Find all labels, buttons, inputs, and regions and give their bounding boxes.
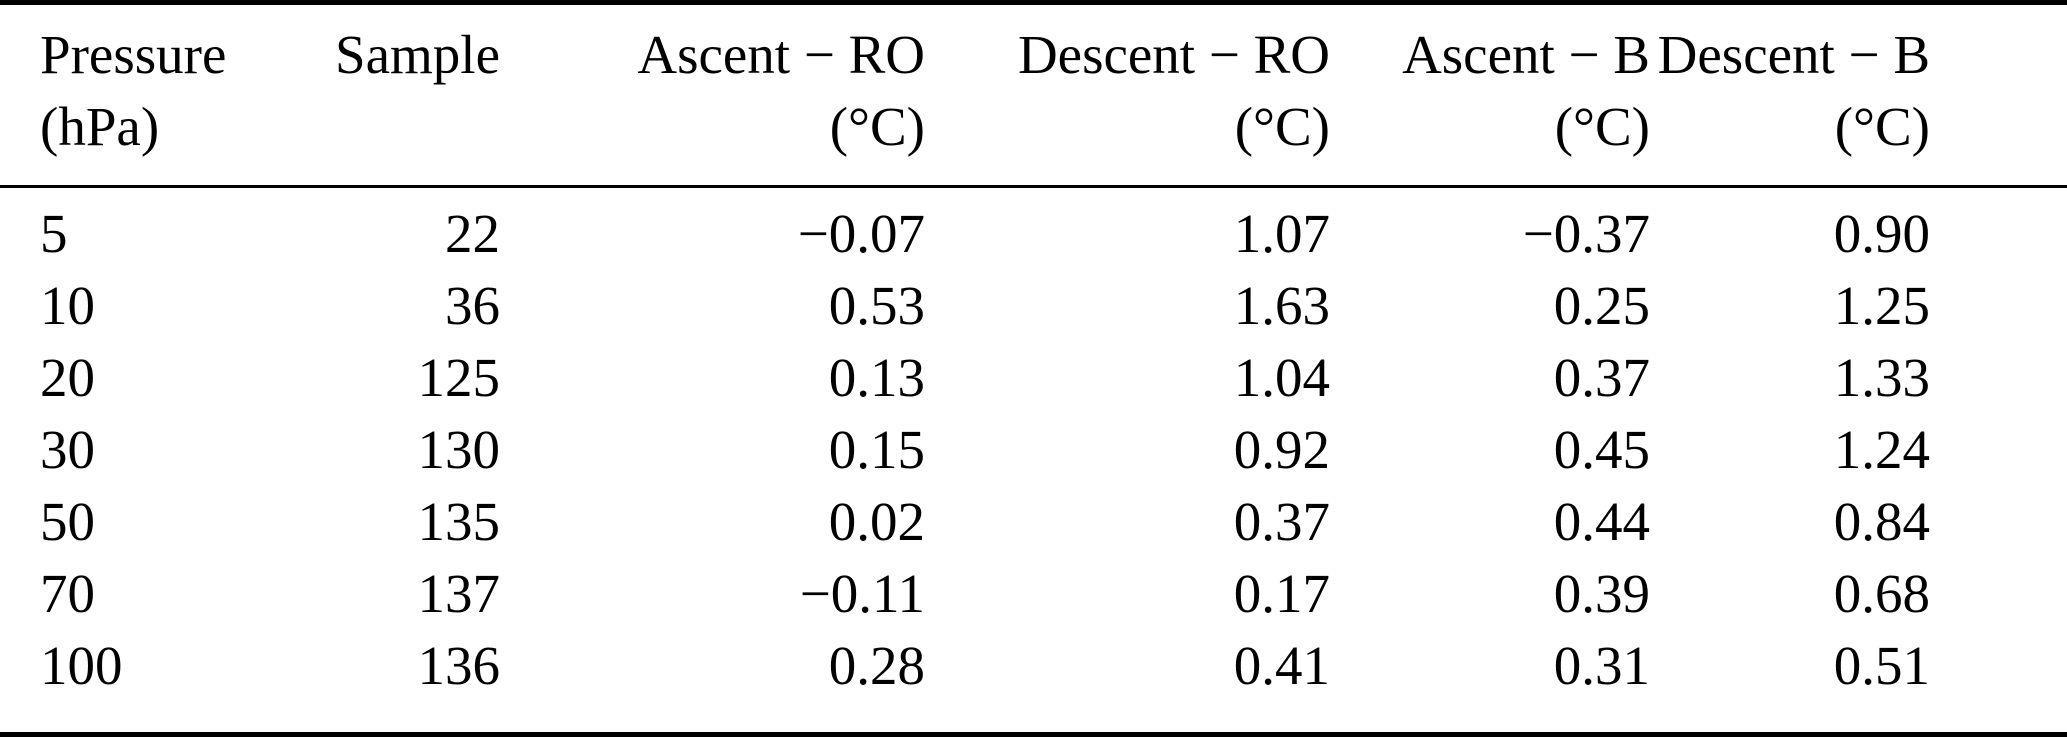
table-header: Pressure (hPa) Sample Ascent − RO (°C) D… [0,2,2067,188]
table-cell: 50 [40,491,95,552]
table-cell: 0.02 [828,491,925,552]
table-row: 30 130 0.15 0.92 0.45 1.24 [0,414,2067,486]
table-header-row: Pressure (hPa) Sample Ascent − RO (°C) D… [0,2,2067,188]
column-header-descent-ro: Descent − RO (°C) [925,2,1330,188]
column-header-ascent-ro-unit: (°C) [829,96,925,157]
table-cell: 1.24 [1833,419,1930,480]
table-cell: 36 [445,275,500,336]
table-cell: 0.45 [1553,419,1650,480]
table-cell: 0.17 [1233,563,1330,624]
table-cell: 136 [417,635,501,696]
table-cell: 1.63 [1233,275,1330,336]
table-cell: 1.33 [1833,347,1930,408]
table-cell: −0.37 [1522,203,1650,264]
column-header-ascent-ro-label: Ascent − RO [637,24,925,85]
column-header-descent-ro-label: Descent − RO [1017,24,1330,85]
table-cell: 0.68 [1833,563,1930,624]
table-cell: −0.11 [799,563,925,624]
column-header-descent-b: Descent − B (°C) [1650,2,2067,188]
column-header-sample: Sample [285,2,500,188]
table-cell: 22 [445,203,500,264]
table-cell: 125 [417,347,501,408]
table-cell: 130 [417,419,501,480]
table-row: 5 22 −0.07 1.07 −0.37 0.90 [0,187,2067,271]
column-header-sample-label: Sample [335,24,500,85]
table-cell: 30 [40,419,95,480]
table-cell: 135 [417,491,501,552]
column-header-ascent-b-label: Ascent − B [1402,24,1650,85]
table-cell: 10 [40,275,95,336]
table-cell: 1.04 [1233,347,1330,408]
table-cell: 0.15 [828,419,925,480]
column-header-pressure: Pressure (hPa) [0,2,285,188]
column-header-descent-b-label: Descent − B [1657,24,1930,85]
table-cell: −0.07 [797,203,925,264]
table-cell: 20 [40,347,95,408]
column-header-ascent-ro: Ascent − RO (°C) [500,2,925,188]
table-cell: 0.37 [1553,347,1650,408]
column-header-pressure-unit: (hPa) [40,96,160,157]
table-cell: 0.25 [1553,275,1650,336]
table-row: 100 136 0.28 0.41 0.31 0.51 [0,630,2067,735]
column-header-ascent-b-unit: (°C) [1554,96,1650,157]
table-cell: 1.25 [1833,275,1930,336]
table-cell: 70 [40,563,95,624]
table-cell: 0.41 [1233,635,1330,696]
table-cell: 1.07 [1233,203,1330,264]
table-cell: 0.13 [828,347,925,408]
table-cell: 137 [417,563,501,624]
column-header-ascent-b: Ascent − B (°C) [1330,2,1650,188]
table-cell: 0.28 [828,635,925,696]
table-cell: 0.44 [1553,491,1650,552]
column-header-descent-ro-unit: (°C) [1234,96,1330,157]
column-header-descent-b-unit: (°C) [1834,96,1930,157]
table-row: 70 137 −0.11 0.17 0.39 0.68 [0,558,2067,630]
table-cell: 100 [40,635,123,696]
table-cell: 0.84 [1833,491,1930,552]
table-body: 5 22 −0.07 1.07 −0.37 0.90 10 36 0.53 1.63 0.25 1.2… [0,187,2067,735]
table-cell: 0.37 [1233,491,1330,552]
table-row: 50 135 0.02 0.37 0.44 0.84 [0,486,2067,558]
table-cell: 0.51 [1833,635,1930,696]
table-row: 20 125 0.13 1.04 0.37 1.33 [0,342,2067,414]
table-row: 10 36 0.53 1.63 0.25 1.25 [0,270,2067,342]
table-cell: 0.31 [1553,635,1650,696]
table-cell: 0.53 [828,275,925,336]
table-cell: 0.90 [1833,203,1930,264]
table-cell: 5 [40,203,68,264]
table-cell: 0.92 [1233,419,1330,480]
table-cell: 0.39 [1553,563,1650,624]
column-header-pressure-label: Pressure [40,24,227,85]
